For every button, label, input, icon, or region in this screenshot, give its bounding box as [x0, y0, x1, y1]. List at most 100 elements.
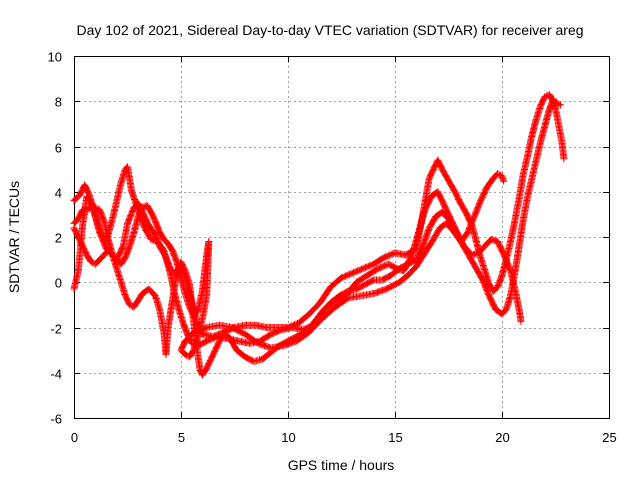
data-point-markers [203, 238, 213, 298]
data-point-markers [415, 207, 429, 236]
data-point-markers [528, 117, 540, 139]
x-axis-label: GPS time / hours [288, 457, 395, 473]
data-point-markers [335, 288, 351, 300]
y-tick-label: 8 [55, 95, 62, 110]
data-point-markers [83, 251, 94, 265]
data-point-markers [318, 300, 334, 316]
data-point-markers [481, 267, 493, 287]
data-point-markers [537, 94, 548, 110]
data-point-markers [361, 277, 376, 288]
chart-title: Day 102 of 2021, Sidereal Day-to-day VTE… [76, 22, 583, 38]
data-point-markers [226, 335, 240, 353]
y-tick-label: -6 [50, 412, 62, 427]
data-point-markers [395, 272, 411, 286]
data-point-markers [421, 237, 437, 257]
data-point-markers [494, 170, 505, 179]
data-point-markers [382, 279, 402, 293]
data-point-markers [87, 258, 98, 267]
series-track-4 [70, 201, 525, 361]
data-point-markers [233, 346, 248, 360]
data-point-markers [507, 267, 518, 292]
data-point-markers [455, 197, 469, 215]
data-point-markers [451, 188, 463, 203]
data-point-markers [175, 305, 187, 326]
data-point-markers [305, 300, 323, 318]
data-point-markers [130, 298, 141, 311]
x-tick-label: 10 [281, 430, 295, 445]
data-point-markers [327, 293, 342, 307]
data-point-markers [404, 263, 419, 279]
data-point-markers [511, 285, 523, 312]
data-point-markers [515, 305, 525, 326]
data-point-markers [419, 225, 433, 250]
data-point-markers [203, 322, 222, 331]
data-point-markers [327, 275, 344, 291]
data-point-markers [228, 324, 248, 338]
data-point-markers [498, 172, 508, 185]
data-point-markers [305, 316, 325, 336]
data-point-markers [121, 292, 133, 308]
data-point-markers [117, 278, 129, 298]
data-point-markers [387, 266, 402, 279]
data-point-markers [145, 285, 158, 299]
data-point-markers [70, 268, 82, 293]
data-point-markers [160, 247, 174, 276]
data-point-markers [412, 250, 428, 270]
data-point-markers [190, 333, 202, 353]
data-point-markers [117, 167, 129, 187]
data-point-markers [378, 272, 393, 284]
data-point-markers [211, 338, 223, 354]
data-point-markers [198, 365, 210, 379]
data-point-markers [316, 284, 334, 307]
data-point-markers [295, 311, 312, 327]
y-tick-label: 4 [55, 186, 62, 201]
data-point-markers [442, 219, 456, 233]
data-point-markers [477, 253, 488, 274]
data-point-markers [353, 272, 370, 286]
data-point-markers [489, 284, 501, 295]
data-point-markers [113, 265, 125, 285]
data-point-markers [421, 194, 435, 214]
data-point-markers [359, 261, 376, 273]
data-point-markers [293, 329, 312, 345]
data-point-markers [151, 292, 163, 312]
data-point-markers [430, 225, 443, 243]
data-point-markers [177, 274, 189, 296]
data-point-markers [96, 252, 107, 264]
data-point-markers [438, 165, 452, 183]
series-track-2 [70, 95, 568, 350]
data-point-markers [524, 133, 536, 160]
data-point-markers [511, 243, 523, 277]
data-point-markers [190, 324, 209, 336]
data-point-markers [558, 138, 568, 163]
data-point-markers [109, 198, 120, 223]
data-point-markers [134, 291, 146, 304]
data-point-markers [412, 243, 426, 264]
data-point-markers [207, 347, 219, 363]
data-point-markers [440, 201, 454, 222]
data-point-markers [156, 229, 167, 242]
data-point-markers [357, 290, 376, 300]
data-point-markers [126, 230, 137, 250]
data-point-markers [81, 181, 92, 197]
data-point-markers [479, 276, 493, 298]
data-point-markers [194, 353, 204, 373]
data-point-markers [254, 339, 274, 351]
data-point-markers [331, 295, 351, 311]
data-point-markers [515, 216, 527, 250]
data-point-markers [395, 261, 411, 273]
y-tick-label: -2 [50, 322, 62, 337]
data-point-markers [537, 124, 548, 146]
data-point-markers [241, 330, 261, 346]
data-point-markers [74, 233, 86, 249]
data-point-markers [318, 304, 338, 322]
data-point-markers [164, 298, 176, 331]
data-point-markers [74, 207, 86, 223]
data-point-markers [408, 230, 422, 259]
data-point-markers [156, 305, 168, 335]
data-point-markers [353, 281, 368, 293]
data-point-markers [425, 214, 439, 232]
data-point-markers [91, 204, 102, 213]
x-tick-label: 0 [71, 430, 78, 445]
